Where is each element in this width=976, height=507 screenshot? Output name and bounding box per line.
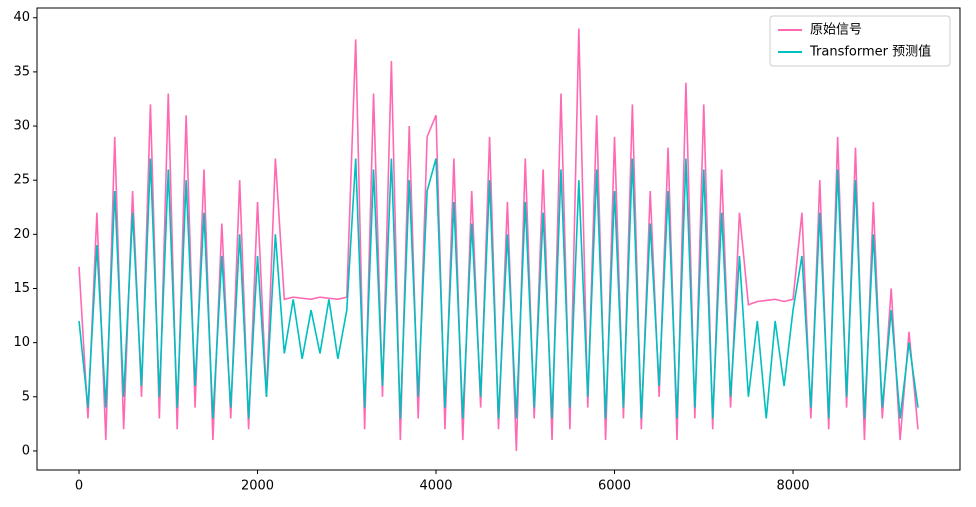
plot-frame — [36, 7, 961, 471]
y-tick-label: 20 — [13, 227, 30, 242]
y-tick-label: 25 — [13, 173, 30, 188]
x-tick-label: 6000 — [598, 479, 631, 494]
y-tick-label: 5 — [22, 389, 30, 404]
y-tick-label: 35 — [13, 64, 30, 79]
legend-label: Transformer 预测值 — [809, 44, 931, 60]
legend-box — [769, 15, 951, 67]
x-tick-label: 2000 — [241, 479, 274, 494]
series-line — [78, 158, 919, 419]
y-tick-label: 40 — [13, 10, 30, 25]
legend: 原始信号 Transformer 预测值 — [769, 15, 951, 67]
y-tick-label: 0 — [22, 443, 30, 458]
x-tick-label: 8000 — [776, 479, 809, 494]
y-tick-label: 10 — [13, 335, 30, 350]
y-tick-label: 15 — [13, 281, 30, 296]
x-tick-label: 4000 — [419, 479, 452, 494]
y-tick-label: 30 — [13, 119, 30, 134]
x-tick-label: 0 — [75, 479, 83, 494]
legend-label: 原始信号 — [810, 23, 862, 38]
